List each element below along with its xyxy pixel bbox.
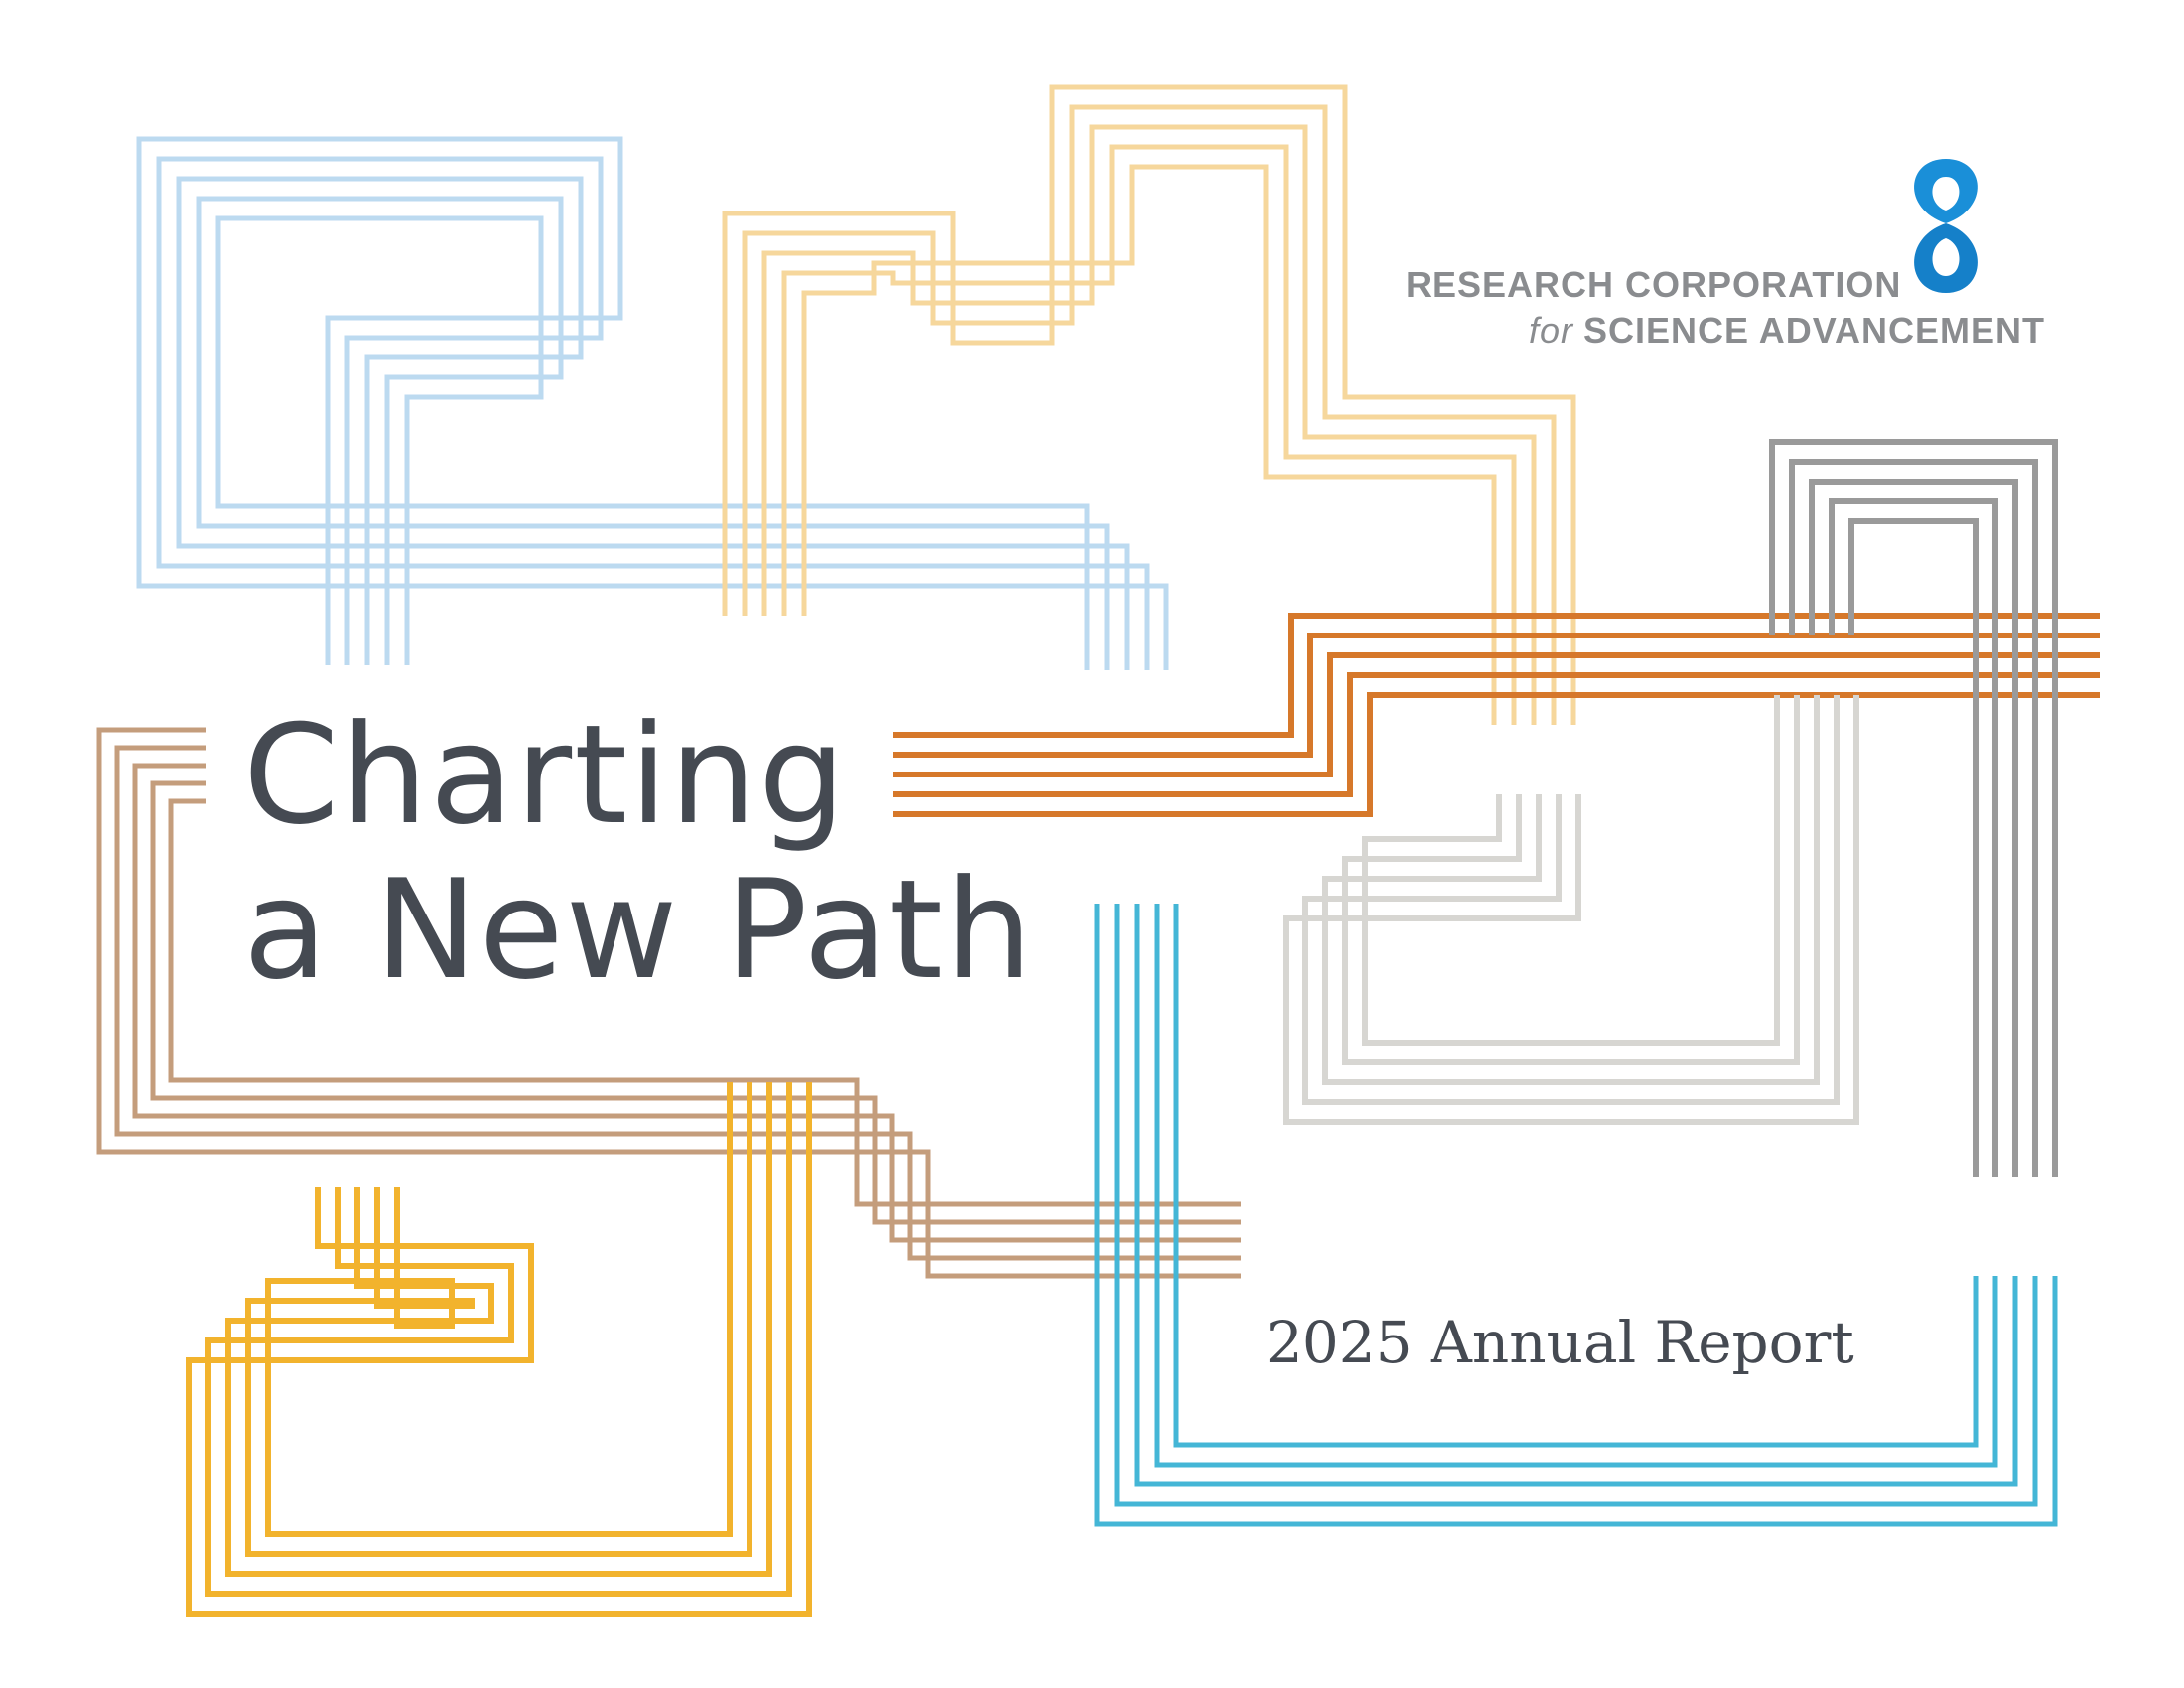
gold-path-line: [265, 1082, 733, 1537]
cyan-path-line: [1154, 904, 1998, 1468]
light-gold-path-line: [722, 84, 1576, 725]
tan-path-line: [168, 798, 1241, 1207]
light-gray-path-line: [1302, 695, 1840, 1105]
tan-path-line: [150, 780, 1241, 1225]
orange-path: [893, 613, 2100, 817]
gray-path-line: [1789, 459, 2038, 1177]
orange-path-line: [893, 633, 2100, 758]
orange-path-line: [893, 692, 2100, 817]
light-gold-path-line: [781, 144, 1517, 725]
cyan-path-line: [1134, 904, 2018, 1487]
gray-path-line: [1809, 479, 2018, 1177]
orange-path-line: [893, 613, 2100, 738]
gold-path-line: [186, 1082, 812, 1617]
light-gray-path-line: [1322, 695, 1820, 1085]
cover-title-line2: a New Path: [243, 850, 1034, 1010]
light-blue-path-line: [196, 196, 1110, 670]
report-subtitle: 2025 Annual Report: [1266, 1309, 1854, 1376]
light-gray-path: [1283, 695, 1859, 1125]
tan-path-line: [96, 727, 1241, 1279]
light-gray-path-line: [1283, 695, 1859, 1125]
light-gold-path-line: [801, 164, 1497, 725]
light-gold-path-line: [761, 124, 1537, 725]
light-gray-path-line: [1342, 695, 1800, 1065]
org-name-for: for: [1529, 310, 1574, 351]
light-gold-path-line: [742, 104, 1557, 725]
gold-path-line: [245, 1082, 752, 1557]
light-blue-path-line: [176, 176, 1130, 670]
cyan-path-line: [1173, 904, 1979, 1448]
cyan-path-line: [1094, 904, 2058, 1527]
light-blue-path-line: [136, 136, 1169, 670]
cover-title-line1: Charting: [243, 695, 848, 855]
orange-path-line: [893, 672, 2100, 797]
tan-path-line: [114, 745, 1241, 1261]
light-blue-path-line: [156, 156, 1150, 670]
gold-path: [186, 1082, 812, 1617]
gray-path-line: [1829, 498, 1998, 1177]
org-name-line1: RESEARCH CORPORATION: [1406, 264, 1902, 305]
light-gray-path-line: [1362, 695, 1780, 1046]
gray-path-line: [1769, 439, 2058, 1177]
cyan-path: [1094, 904, 2058, 1527]
orange-path-line: [893, 652, 2100, 777]
light-gold-path: [722, 84, 1576, 725]
org-name-science-advancement: SCIENCE ADVANCEMENT: [1583, 310, 2046, 351]
gold-path-line: [225, 1082, 772, 1577]
logo-lower-loop: [1914, 223, 1978, 293]
light-blue-path: [136, 136, 1169, 670]
gray-path: [1769, 439, 2058, 1177]
logo-upper-loop: [1914, 159, 1978, 223]
gold-path-line: [205, 1082, 792, 1597]
gray-path-line: [1848, 518, 1979, 1177]
light-blue-path-line: [215, 215, 1090, 670]
tan-path-line: [132, 763, 1241, 1243]
figure-eight-logo-icon: [1914, 159, 1978, 293]
cyan-path-line: [1114, 904, 2038, 1507]
org-name-line2: for SCIENCE ADVANCEMENT: [1529, 310, 2045, 352]
tan-path: [96, 727, 1241, 1279]
